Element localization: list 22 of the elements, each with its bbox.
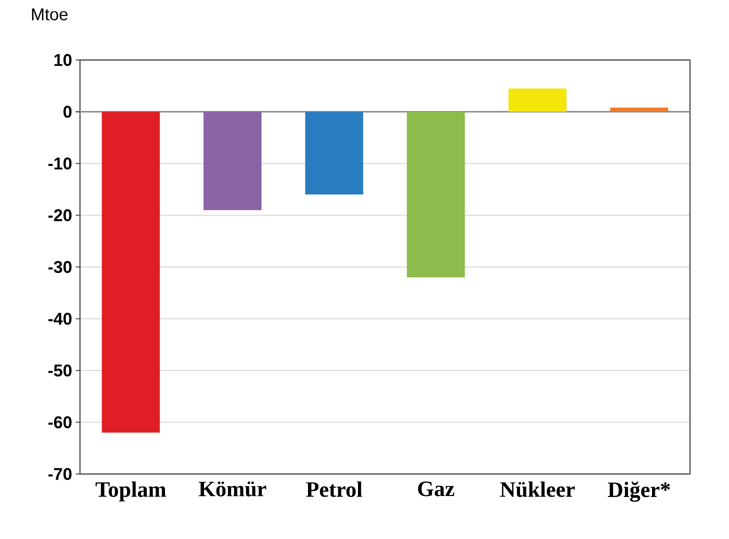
y-tick-label: -20 xyxy=(48,209,72,222)
x-tick-label: Petrol xyxy=(306,482,362,497)
bar xyxy=(305,112,364,195)
y-axis-title: Mtoe xyxy=(32,8,68,20)
y-tick-label: -50 xyxy=(48,364,72,376)
y-tick-label: -40 xyxy=(48,312,72,325)
x-tick-label: Nükleer xyxy=(500,482,575,497)
y-tick-label: -10 xyxy=(48,158,72,170)
bar xyxy=(610,108,668,112)
x-tick-label: Toplam xyxy=(96,482,166,502)
bar xyxy=(508,88,567,112)
x-tick-label: Diğer* xyxy=(608,482,670,502)
bar xyxy=(406,112,465,278)
y-tick-label: 10 xyxy=(54,54,72,66)
y-tick-label: -30 xyxy=(48,260,72,274)
bar xyxy=(204,112,262,210)
y-tick-label: 0 xyxy=(63,106,72,118)
bar xyxy=(102,112,160,433)
y-tick-label: -70 xyxy=(48,468,72,480)
y-tick-label: -60 xyxy=(48,416,72,428)
x-tick-label: Kömür xyxy=(198,482,266,496)
x-tick-label: Gaz xyxy=(418,482,454,496)
